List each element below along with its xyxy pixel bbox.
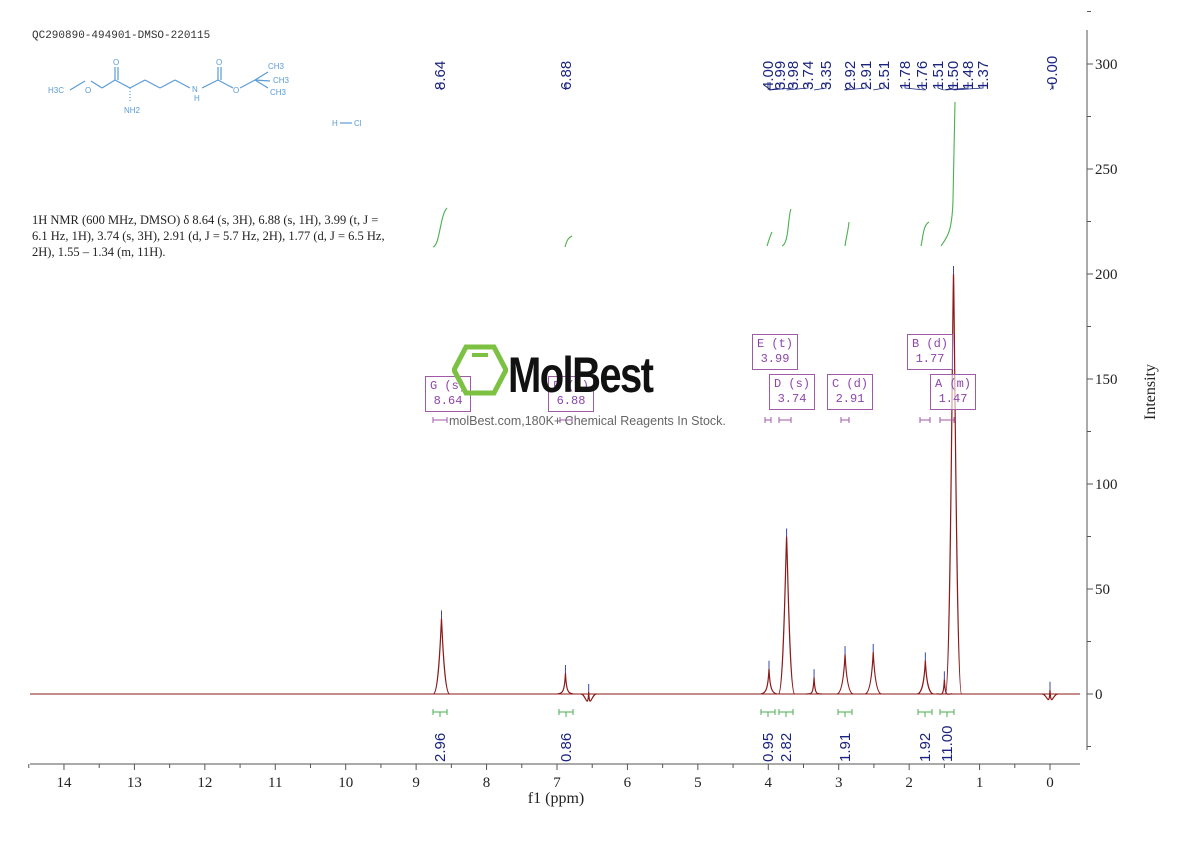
peak-pick-label: 3.98 <box>785 61 802 90</box>
peak-pick-label: 1.78 <box>897 61 914 90</box>
structure-label: Cl <box>354 119 362 128</box>
spectrum-peak <box>917 660 934 695</box>
spectrum-peak <box>1041 689 1059 701</box>
watermark-tagline: molBest.com,180K+ Chemical Reagents In S… <box>449 414 726 428</box>
spectrum-peak <box>864 651 882 695</box>
x-tick-label: 12 <box>197 775 212 791</box>
peak-pick-label: 1.48 <box>960 61 977 90</box>
y-tick-label: 200 <box>1095 267 1118 283</box>
x-tick-label: 4 <box>765 775 773 791</box>
structure-label: H <box>332 119 338 128</box>
structure-label: O <box>85 86 91 95</box>
structure-label: NH2 <box>124 106 141 115</box>
peak-pick-label: 3.99 <box>772 61 789 90</box>
structure-label: O <box>113 58 119 67</box>
sample-id: QC290890-494901-DMSO-220115 <box>32 30 211 42</box>
peak-pick-label: 3.74 <box>800 61 817 90</box>
x-tick-label: 7 <box>553 775 561 791</box>
molbest-hexagon-icon <box>452 344 508 396</box>
multiplet-box-f: F (s) 6.88 <box>548 376 595 412</box>
peak-pick-label: 1.51 <box>930 61 947 90</box>
integral-value: 0.86 <box>558 733 575 762</box>
spectrum-peak <box>760 668 778 695</box>
peak-pick-label: 2.51 <box>876 61 893 90</box>
structure-label: CH3 <box>273 76 290 85</box>
x-tick-label: 5 <box>694 775 702 791</box>
x-tick-label: 11 <box>268 775 282 791</box>
peak-pick-label: 1.37 <box>975 61 992 90</box>
x-axis-title: f1 (ppm) <box>528 790 584 807</box>
integral-value: 11.00 <box>939 726 956 762</box>
x-tick-label: 10 <box>338 775 353 791</box>
y-tick-label: 100 <box>1095 477 1118 493</box>
spectrum-peaks <box>432 266 1059 702</box>
spectrum-peak <box>936 679 953 695</box>
integral-labels: 2.96 0.86 0.95 2.82 1.91 1.92 11.00 <box>432 417 956 762</box>
molbest-logo: MolBest <box>508 347 654 403</box>
structure-label: N <box>192 85 198 94</box>
x-tick-label: 13 <box>127 775 142 791</box>
integral-curves <box>432 101 956 248</box>
x-tick-label: 1 <box>976 775 984 791</box>
structure-label: H <box>194 94 200 103</box>
spectrum-peak <box>778 536 796 695</box>
peak-pick-label: 2.91 <box>858 61 875 90</box>
peak-pick-label: 8.64 <box>432 61 449 90</box>
x-axis-ticks: 14 13 12 11 10 9 8 7 6 5 4 3 2 1 0 <box>28 764 1054 791</box>
multiplet-box-e: E (t) 3.99 <box>752 334 799 370</box>
structure-label: H3C <box>48 86 64 95</box>
structure-label: O <box>233 86 239 95</box>
integral-value: 1.91 <box>837 733 854 762</box>
x-tick-label: 9 <box>412 775 420 791</box>
x-tick-label: 8 <box>483 775 491 791</box>
integral-value: 0.95 <box>760 733 777 762</box>
multiplet-box-b: B (d) 1.77 <box>907 334 954 370</box>
y-tick-label: 50 <box>1095 582 1110 598</box>
y-axis-ticks: 0 50 100 150 200 250 300 <box>1087 11 1118 747</box>
spectrum-peak <box>580 691 597 702</box>
spectrum-peak <box>557 672 574 695</box>
structure-label: O <box>216 58 222 67</box>
multiplet-box-c: C (d) 2.91 <box>827 374 874 410</box>
x-tick-label: 0 <box>1046 775 1054 791</box>
peak-pick-label: 2.92 <box>842 61 859 90</box>
integral-value: 1.92 <box>917 733 934 762</box>
y-tick-label: 150 <box>1095 372 1118 388</box>
x-tick-label: 2 <box>905 775 913 791</box>
multiplet-box-a: A (m) 1.47 <box>930 374 977 410</box>
peak-pick-label: 1.50 <box>945 61 962 90</box>
x-tick-label: 3 <box>835 775 843 791</box>
structure-label: CH3 <box>268 62 285 71</box>
integral-value: 2.96 <box>432 733 449 762</box>
peak-pick-label: 1.76 <box>914 61 931 90</box>
chemical-structure: H3C O O NH2 N H O O CH3 CH3 CH3 H Cl <box>48 58 362 128</box>
y-tick-label: 300 <box>1095 57 1118 73</box>
y-tick-label: 250 <box>1095 162 1118 178</box>
x-tick-label: 14 <box>56 775 72 791</box>
multiplet-box-g: G (s) 8.64 <box>425 376 472 412</box>
structure-label: CH3 <box>270 88 287 97</box>
y-tick-label: 0 <box>1095 687 1103 703</box>
multiplet-box-d: D (s) 3.74 <box>769 374 816 410</box>
integral-value: 2.82 <box>778 733 795 762</box>
y-axis-title: Intensity <box>1142 364 1159 420</box>
nmr-description: 1H NMR (600 MHz, DMSO) δ 8.64 (s, 3H), 6… <box>32 213 385 259</box>
spectrum-peak <box>805 677 823 695</box>
x-tick-label: 6 <box>624 775 632 791</box>
peak-pick-label: 4.00 <box>760 61 777 90</box>
peak-pick-label: 3.35 <box>818 61 835 90</box>
peak-pick-labels: 8.64 6.88 4.003.993.983.74 3.35 2.92 2.91 2.51… <box>432 56 1061 91</box>
spectrum-peak <box>432 618 451 695</box>
peak-pick-label: -0.00 <box>1044 56 1061 90</box>
spectrum-peak <box>836 654 854 695</box>
peak-pick-label: 6.88 <box>558 61 575 90</box>
